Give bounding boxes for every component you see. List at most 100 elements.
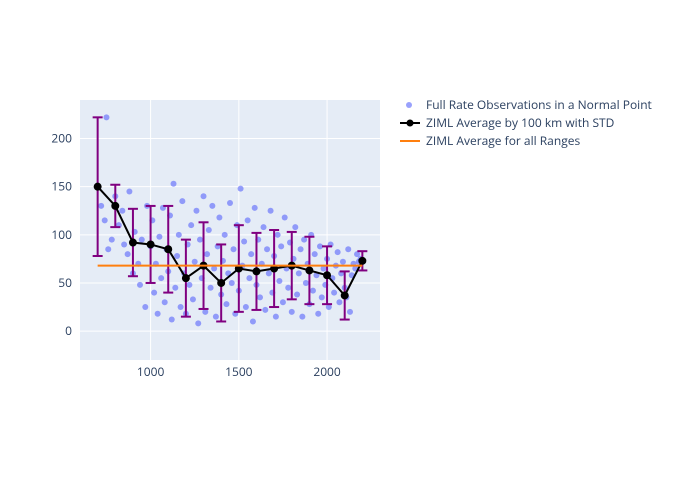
avg-marker xyxy=(324,272,331,279)
scatter-point xyxy=(102,217,108,223)
scatter-point xyxy=(188,222,194,228)
scatter-point xyxy=(222,232,228,238)
scatter-point xyxy=(262,307,268,313)
scatter-point xyxy=(204,251,210,257)
scatter-point xyxy=(294,292,300,298)
scatter-point xyxy=(171,181,177,187)
scatter-point xyxy=(252,205,258,211)
scatter-point xyxy=(238,186,244,192)
scatter-point xyxy=(273,314,279,320)
scatter-point xyxy=(103,114,109,120)
y-tick-label: 0 xyxy=(65,322,72,339)
scatter-point xyxy=(315,311,321,317)
scatter-point xyxy=(216,214,222,220)
scatter-point xyxy=(213,314,219,320)
legend-label: ZIML Average for all Ranges xyxy=(426,132,580,149)
avg-marker xyxy=(129,239,136,246)
scatter-point xyxy=(246,275,252,281)
scatter-point xyxy=(105,246,111,252)
scatter-point xyxy=(310,288,316,294)
scatter-point xyxy=(331,290,337,296)
scatter-point xyxy=(319,294,325,300)
scatter-point xyxy=(126,188,132,194)
scatter-point xyxy=(190,296,196,302)
scatter-point xyxy=(172,285,178,291)
scatter-point xyxy=(209,203,215,209)
y-tick-label: 50 xyxy=(58,274,72,291)
scatter-point xyxy=(229,280,235,286)
scatter-point xyxy=(312,251,318,257)
x-tick-label: 2000 xyxy=(313,363,341,380)
avg-marker xyxy=(359,257,366,264)
scatter-point xyxy=(336,299,342,305)
scatter-point xyxy=(178,304,184,310)
scatter-point xyxy=(151,290,157,296)
scatter-point xyxy=(162,299,168,305)
scatter-point xyxy=(347,309,353,315)
scatter-point xyxy=(125,251,131,257)
scatter-point xyxy=(109,237,115,243)
legend-marker-scatter xyxy=(406,102,412,108)
scatter-point xyxy=(280,299,286,305)
scatter-point xyxy=(276,278,282,284)
scatter-point xyxy=(243,304,249,310)
scatter-point xyxy=(137,282,143,288)
avg-marker xyxy=(341,292,348,299)
scatter-point xyxy=(208,285,214,291)
scatter-point xyxy=(257,294,263,300)
scatter-point xyxy=(298,246,304,252)
scatter-point xyxy=(268,208,274,214)
scatter-point xyxy=(245,217,251,223)
scatter-point xyxy=(192,259,198,265)
scatter-point xyxy=(278,243,284,249)
scatter-point xyxy=(266,270,272,276)
scatter-point xyxy=(186,282,192,288)
scatter-point xyxy=(282,214,288,220)
avg-marker xyxy=(112,202,119,209)
y-tick-label: 200 xyxy=(51,130,72,147)
scatter-point xyxy=(227,200,233,206)
scatter-point xyxy=(275,232,281,238)
avg-marker xyxy=(147,241,154,248)
scatter-point xyxy=(289,309,295,315)
scatter-point xyxy=(119,208,125,214)
avg-marker xyxy=(218,279,225,286)
scatter-point xyxy=(223,301,229,307)
scatter-point xyxy=(250,318,256,324)
scatter-point xyxy=(174,253,180,259)
avg-marker xyxy=(253,268,260,275)
scatter-point xyxy=(169,317,175,323)
scatter-point xyxy=(303,280,309,286)
scatter-point xyxy=(261,224,267,230)
scatter-point xyxy=(195,320,201,326)
scatter-point xyxy=(158,275,164,281)
scatter-point xyxy=(296,270,302,276)
scatter-point xyxy=(121,241,127,247)
scatter-point xyxy=(241,239,247,245)
scatter-point xyxy=(335,249,341,255)
scatter-point xyxy=(231,246,237,252)
scatter-point xyxy=(193,208,199,214)
scatter-point xyxy=(142,304,148,310)
scatter-point xyxy=(345,246,351,252)
scatter-point xyxy=(197,237,203,243)
scatter-point xyxy=(292,224,298,230)
avg-marker xyxy=(306,267,313,274)
y-tick-label: 100 xyxy=(51,226,72,243)
x-tick-label: 1000 xyxy=(137,363,165,380)
y-tick-label: 150 xyxy=(51,178,72,195)
scatter-point xyxy=(285,285,291,291)
scatter-point xyxy=(155,311,161,317)
chart-svg: 100015002000050100150200Full Rate Observ… xyxy=(0,0,700,500)
avg-marker xyxy=(182,275,189,282)
scatter-point xyxy=(248,251,254,257)
legend-label: ZIML Average by 100 km with STD xyxy=(426,114,614,131)
scatter-point xyxy=(299,314,305,320)
scatter-point xyxy=(176,232,182,238)
scatter-point xyxy=(139,237,145,243)
scatter-point xyxy=(206,227,212,233)
scatter-point xyxy=(179,198,185,204)
avg-marker xyxy=(94,183,101,190)
scatter-point xyxy=(264,246,270,252)
scatter-point xyxy=(340,259,346,265)
